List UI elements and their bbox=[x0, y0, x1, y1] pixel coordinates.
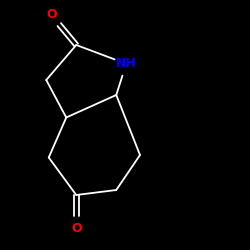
Text: O: O bbox=[46, 8, 56, 22]
Text: NH: NH bbox=[116, 57, 136, 70]
Text: O: O bbox=[71, 222, 82, 235]
